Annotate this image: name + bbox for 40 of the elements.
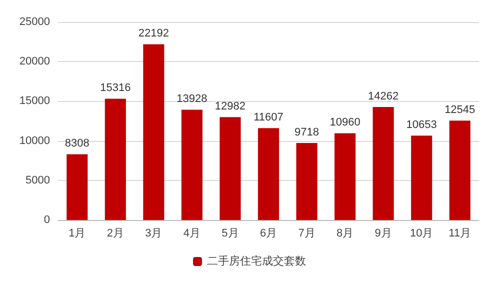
bar [143, 44, 164, 220]
data-label: 10960 [330, 116, 360, 129]
bar [258, 128, 280, 220]
data-label: 15316 [100, 82, 131, 94]
y-tick-label: 10000 [19, 134, 50, 147]
bar [334, 133, 356, 220]
data-label: 22192 [138, 28, 169, 40]
x-tick-label: 11月 [448, 228, 472, 240]
bar [181, 110, 202, 220]
x-tick-label: 9月 [374, 228, 392, 240]
y-tick-label: 25000 [19, 16, 50, 28]
data-label: 14262 [368, 90, 399, 103]
x-tick-label: 5月 [222, 228, 239, 240]
bar [411, 136, 432, 220]
data-label: 10653 [406, 119, 437, 132]
data-label: 9718 [294, 126, 320, 139]
bar [220, 117, 241, 220]
x-tick-label: 7月 [298, 228, 316, 240]
bar [449, 120, 470, 220]
data-label: 12545 [444, 104, 476, 116]
bar [104, 98, 126, 220]
x-tick-label: 2月 [106, 228, 124, 240]
data-label: 8308 [64, 138, 90, 150]
x-tick-label: 6月 [260, 228, 278, 240]
bar [372, 107, 394, 220]
x-tick-label: 10月 [410, 228, 434, 240]
data-label: 13928 [176, 93, 208, 106]
bar [296, 143, 318, 220]
y-tick-label: 5000 [26, 174, 50, 186]
x-tick-label: 4月 [183, 228, 201, 240]
data-label: 12982 [214, 100, 246, 113]
x-tick-label: 8月 [336, 228, 354, 240]
legend-label: 二手房住宅成交套数 [207, 254, 306, 268]
data-label: 11607 [254, 112, 284, 124]
bar [66, 154, 88, 220]
y-tick-label: 0 [44, 214, 50, 226]
y-tick-label: 15000 [19, 95, 50, 108]
y-tick-label: 20000 [19, 56, 50, 68]
x-tick-label: 3月 [145, 228, 162, 240]
x-tick-label: 1月 [68, 228, 86, 240]
